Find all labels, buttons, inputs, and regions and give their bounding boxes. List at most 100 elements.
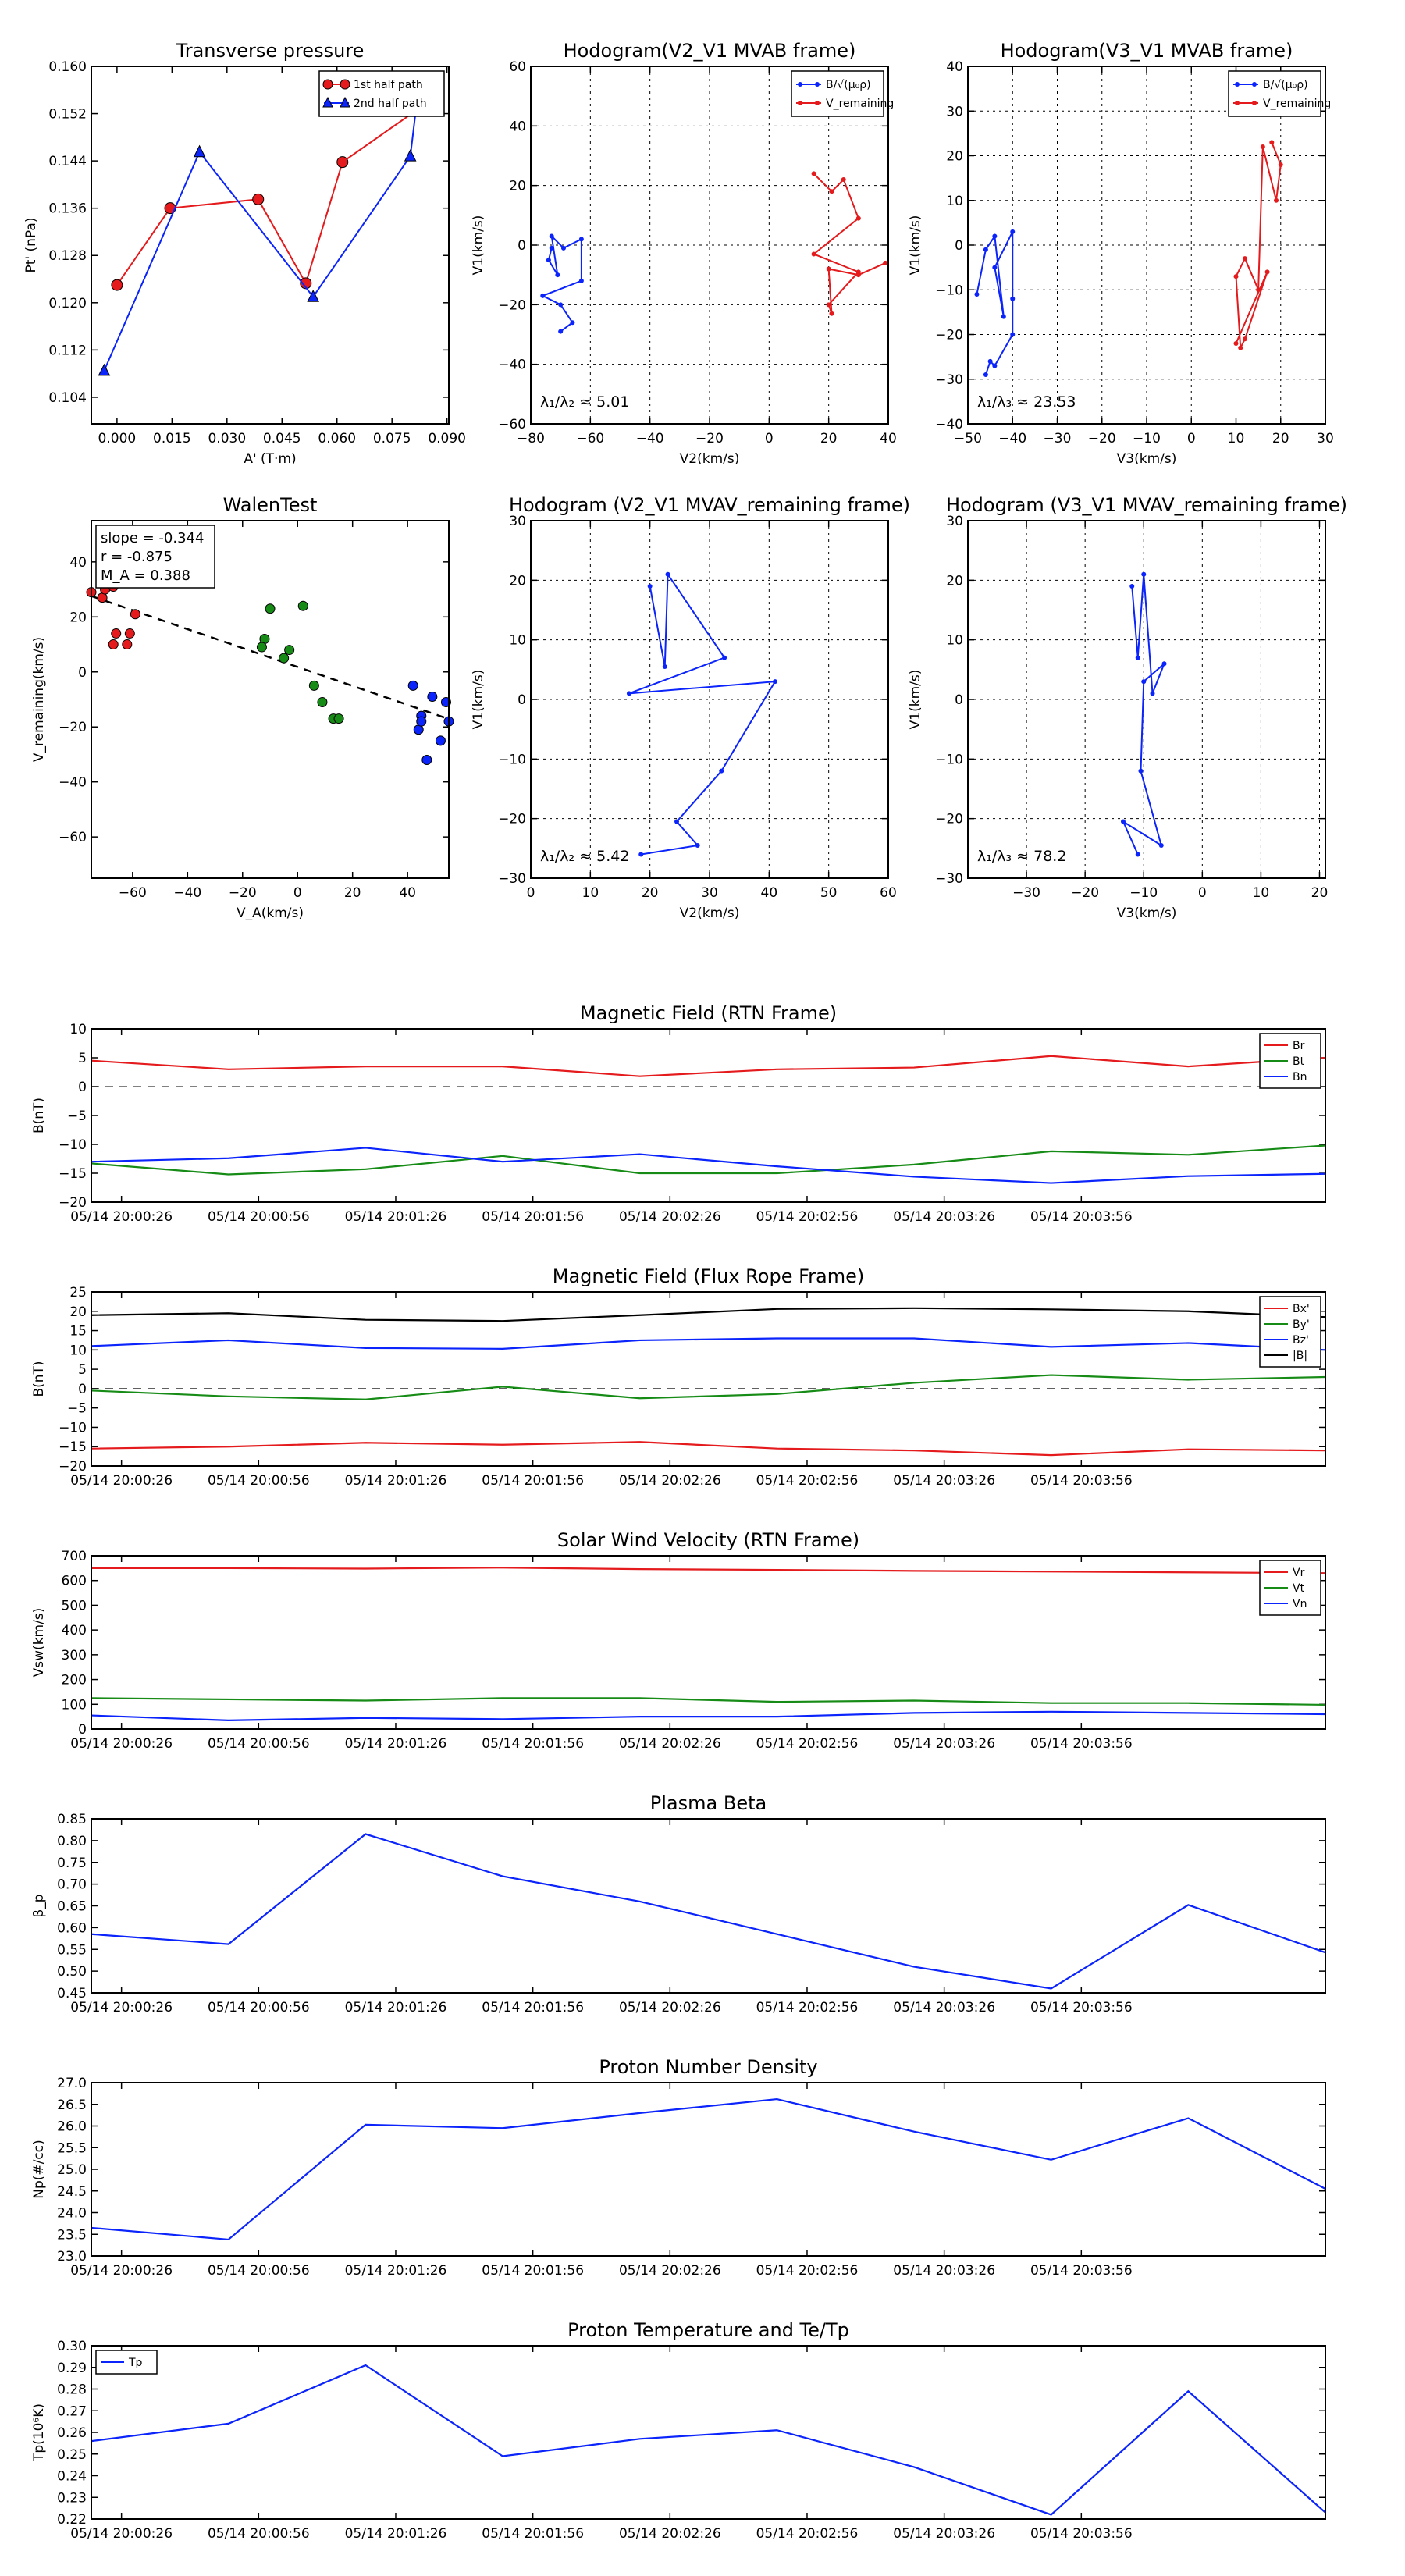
- y-tick-label: −40: [935, 417, 963, 432]
- y-tick-label: −20: [498, 297, 526, 313]
- legend-label: Bx': [1293, 1303, 1310, 1315]
- x-tick-label: 05/14 20:02:56: [756, 1209, 859, 1225]
- y-tick-label: 30: [946, 104, 963, 119]
- x-tick-label: 0.030: [208, 431, 246, 447]
- y-tick-label: 0.55: [57, 1942, 87, 1958]
- x-tick-label: 0: [1187, 431, 1196, 447]
- x-tick-label: 30: [1317, 431, 1334, 447]
- x-tick-label: −20: [695, 431, 724, 447]
- y-tick-label: 0.27: [57, 2403, 87, 2419]
- x-tick-label: 20: [1311, 885, 1329, 901]
- series-line-1st half path: [116, 109, 417, 286]
- y-tick-label: 40: [69, 555, 87, 571]
- data-point: [427, 691, 438, 702]
- data-point: [1001, 314, 1006, 319]
- x-tick-label: 50: [820, 885, 838, 901]
- y-tick-label: 60: [509, 59, 526, 75]
- data-point: [883, 260, 888, 265]
- x-axis-label: V3(km/s): [1117, 451, 1177, 467]
- x-tick-label: 05/14 20:02:26: [619, 1473, 721, 1489]
- y-axis-label: Pt' (nPa): [23, 218, 39, 273]
- x-tick-label: 60: [880, 885, 897, 901]
- plot-frame: [91, 1818, 1326, 1994]
- y-tick-label: −10: [935, 752, 963, 767]
- x-tick-label: 05/14 20:03:56: [1030, 2263, 1133, 2279]
- y-axis-label: β_p: [31, 1894, 47, 1917]
- series-line-V_remaining: [812, 173, 886, 315]
- data-point: [549, 233, 554, 239]
- stats-line: M_A = 0.388: [101, 568, 190, 584]
- data-point: [1233, 340, 1239, 346]
- y-tick-label: 300: [62, 1648, 87, 1663]
- x-axis-label: V3(km/s): [1117, 906, 1177, 921]
- data-point: [578, 237, 584, 242]
- data-point: [1150, 691, 1155, 696]
- y-tick-label: 30: [946, 514, 963, 529]
- plot-frame: [91, 1291, 1326, 1467]
- y-tick-label: −20: [935, 812, 963, 827]
- legend-label: B/√(μ₀ρ): [1263, 79, 1308, 91]
- chart-title: Magnetic Field (RTN Frame): [580, 1002, 837, 1024]
- data-point: [1269, 140, 1275, 145]
- x-tick-label: 05/14 20:03:56: [1030, 1209, 1133, 1225]
- x-tick-label: −40: [636, 431, 664, 447]
- data-point: [826, 302, 831, 308]
- x-tick-label: 05/14 20:01:26: [345, 2263, 447, 2279]
- y-tick-label: 700: [62, 1549, 87, 1564]
- plot-frame: [530, 520, 889, 879]
- plot-frame: [91, 520, 450, 879]
- x-axis-label: A' (T·m): [244, 451, 296, 467]
- chart-title: WalenTest: [223, 494, 318, 516]
- data-point: [1242, 336, 1247, 342]
- data-point: [1274, 197, 1279, 203]
- legend-label: V_remaining: [826, 98, 894, 110]
- data-point-triangle: [193, 144, 206, 158]
- data-point: [1264, 269, 1270, 275]
- data-point: [1010, 296, 1016, 301]
- data-point: [983, 372, 988, 378]
- fit-line: [91, 595, 450, 720]
- data-point: [1135, 655, 1140, 660]
- data-point: [422, 755, 432, 766]
- data-point: [546, 258, 551, 263]
- y-tick-label: −5: [67, 1401, 87, 1417]
- y-tick-label: 0: [518, 692, 526, 708]
- y-tick-label: 0.50: [57, 1964, 87, 1980]
- y-tick-label: −40: [59, 775, 87, 791]
- series-line-Bx': [91, 1441, 1326, 1457]
- x-tick-label: 20: [344, 885, 361, 901]
- x-tick-label: 05/14 20:03:26: [893, 2263, 995, 2279]
- data-point: [1235, 101, 1240, 105]
- x-tick-label: 05/14 20:00:26: [70, 2526, 173, 2542]
- x-tick-label: 05/14 20:01:56: [482, 1736, 584, 1752]
- y-tick-label: 0.23: [57, 2490, 87, 2506]
- plot-frame: [91, 2345, 1326, 2520]
- x-tick-label: 05/14 20:03:26: [893, 1209, 995, 1225]
- x-tick-label: −60: [576, 431, 604, 447]
- data-point: [1260, 144, 1265, 150]
- y-tick-label: 24.5: [57, 2184, 87, 2200]
- data-point: [111, 628, 122, 639]
- y-tick-label: 40: [946, 59, 963, 75]
- x-tick-label: 05/14 20:01:56: [482, 1473, 584, 1489]
- series-line-2nd half path: [103, 110, 417, 372]
- y-tick-label: 25.5: [57, 2140, 87, 2156]
- data-point: [811, 251, 816, 257]
- x-tick-label: 05/14 20:01:56: [482, 2263, 584, 2279]
- y-tick-label: 0.24: [57, 2469, 87, 2485]
- x-tick-label: 40: [399, 885, 416, 901]
- x-tick-label: 0: [1198, 885, 1207, 901]
- x-tick-label: −10: [1133, 431, 1161, 447]
- x-tick-label: 05/14 20:00:56: [208, 1736, 310, 1752]
- y-tick-label: 0.136: [48, 201, 87, 217]
- chart-np: 05/14 20:00:26 05/14 20:00:56 05/14 20:01:…: [31, 2056, 1326, 2279]
- x-tick-label: 0.075: [373, 431, 411, 447]
- data-point-triangle: [307, 290, 320, 302]
- x-tick-label: 05/14 20:00:56: [208, 1209, 310, 1225]
- data-point-triangle: [404, 148, 417, 162]
- y-tick-label: 0: [955, 238, 963, 254]
- x-tick-label: 05/14 20:02:56: [756, 2000, 859, 2016]
- stats-line: r = -0.875: [101, 549, 173, 565]
- series-line-Bt: [91, 1144, 1326, 1176]
